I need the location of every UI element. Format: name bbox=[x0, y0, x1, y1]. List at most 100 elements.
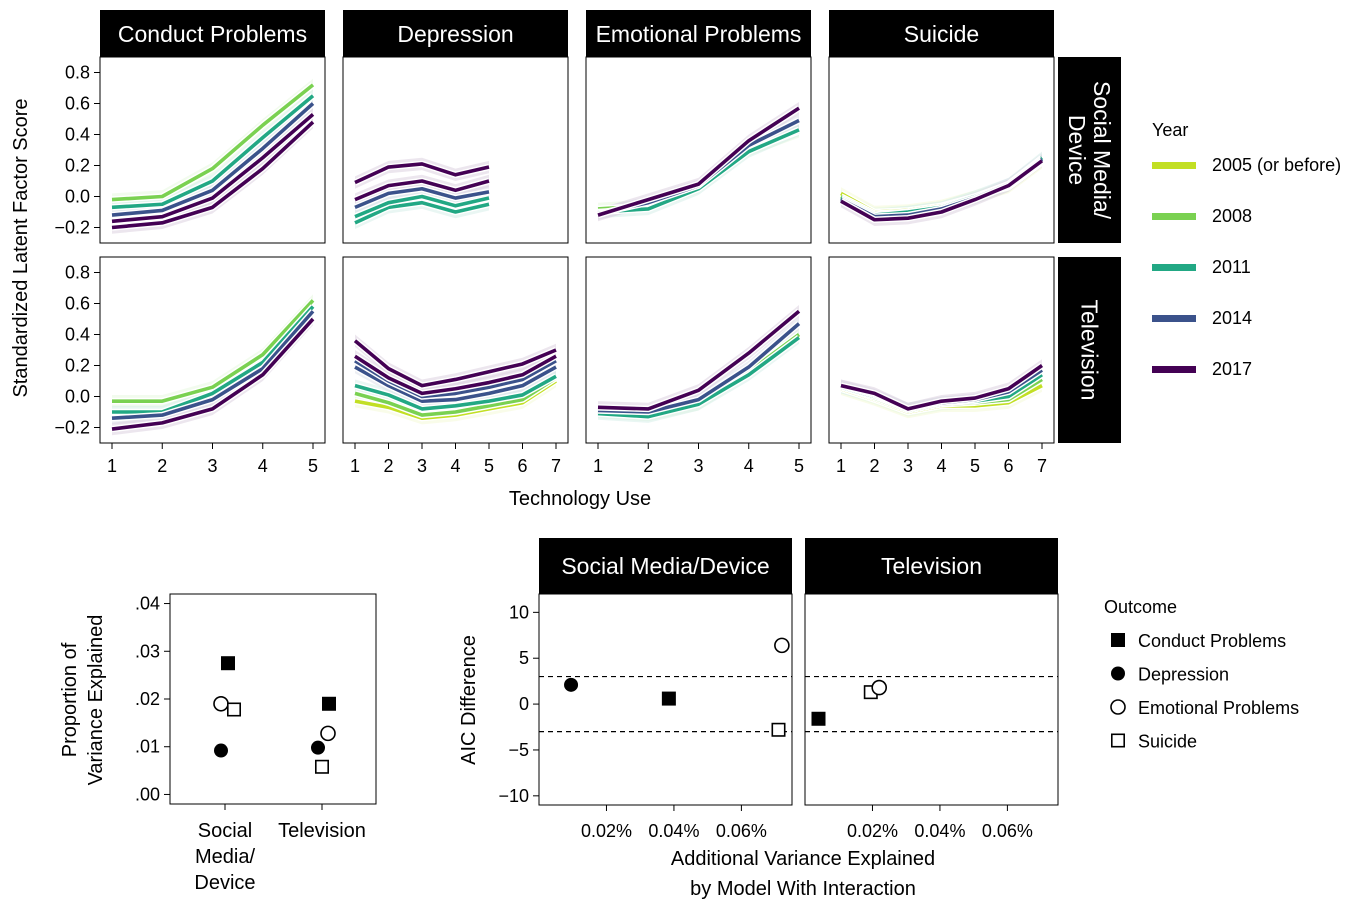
variance-y-tick-label: .04 bbox=[135, 594, 160, 614]
x-tick-label: 2 bbox=[643, 456, 653, 476]
legend-swatch-y2005 bbox=[1152, 162, 1196, 169]
y-tick-label: 0.8 bbox=[65, 63, 90, 83]
x-tick-label: 2 bbox=[157, 456, 167, 476]
legend-swatch-y2011 bbox=[1152, 264, 1196, 271]
row-strip-line: Social Media/ bbox=[1089, 81, 1115, 220]
strip-1-bg bbox=[343, 10, 568, 57]
x-tick-label: 7 bbox=[1037, 456, 1047, 476]
aic-strip-1-bg bbox=[805, 538, 1058, 594]
variance-point-2 bbox=[213, 695, 229, 712]
row-strip-1-bg bbox=[1058, 257, 1121, 443]
panel-0-1-series bbox=[353, 157, 490, 230]
aic-x-axis-title-line: by Model With Interaction bbox=[690, 878, 916, 900]
y-tick-label: −0.2 bbox=[54, 418, 90, 438]
variance-point-5 bbox=[311, 740, 325, 755]
x-tick-label: 3 bbox=[417, 456, 427, 476]
legend-title-outcome: Outcome bbox=[1104, 597, 1177, 617]
variance-y-tick-label: .00 bbox=[135, 784, 160, 804]
x-tick-label: 3 bbox=[903, 456, 913, 476]
legend-swatch-y2008 bbox=[1152, 213, 1196, 220]
x-tick-label: 5 bbox=[970, 456, 980, 476]
aic-x-tick-label: 0.06% bbox=[716, 821, 767, 841]
variance-category-label-line: Television bbox=[278, 820, 366, 842]
strip-label-3: Suicide bbox=[904, 21, 979, 47]
panel-1-1-series bbox=[352, 334, 558, 425]
series-line-y2017 bbox=[111, 112, 315, 224]
variance-panel-frame bbox=[169, 593, 377, 805]
panel-1-3-frame bbox=[828, 256, 1055, 444]
outcome-legend-label-0: Conduct Problems bbox=[1138, 631, 1286, 651]
x-tick-label: 1 bbox=[350, 456, 360, 476]
variance-point-0 bbox=[221, 656, 235, 671]
series-line-y2017 bbox=[840, 364, 1044, 411]
x-tick-label: 4 bbox=[936, 456, 946, 476]
series-line-y2011 bbox=[354, 374, 557, 411]
x-tick-label: 1 bbox=[593, 456, 603, 476]
aic-y-tick-label: 0 bbox=[519, 694, 529, 714]
aic-y-tick-label: 5 bbox=[519, 648, 529, 668]
aic-y-tick-label: −5 bbox=[508, 740, 529, 760]
panel-1-0-series bbox=[111, 294, 316, 436]
variance-category-label-line: Device bbox=[194, 872, 255, 894]
strip-0-bg bbox=[100, 10, 325, 57]
variance-point-6 bbox=[320, 725, 336, 742]
y-tick-label: −0.2 bbox=[54, 218, 90, 238]
aic-strip-0-bg bbox=[539, 538, 792, 594]
strip-label-0: Conduct Problems bbox=[118, 21, 307, 47]
x-tick-label: 4 bbox=[744, 456, 754, 476]
legend-label-y2011: 2011 bbox=[1212, 257, 1251, 277]
series-line-y2014 bbox=[111, 102, 315, 217]
panel-1-2-series bbox=[597, 305, 802, 423]
aic-strip-label-1: Television bbox=[881, 553, 982, 579]
variance-y-axis-title-line: Variance Explained bbox=[85, 615, 107, 786]
variance-point-7 bbox=[314, 759, 329, 774]
outcome-legend-label-1: Depression bbox=[1138, 665, 1229, 685]
variance-y-tick-label: .03 bbox=[135, 641, 160, 661]
series-line-y2011 bbox=[597, 336, 801, 419]
series-line-y2017 bbox=[111, 120, 315, 230]
aic-x-axis-title-line: Additional Variance Explained bbox=[671, 848, 935, 870]
series-line-y2011 bbox=[354, 200, 490, 225]
aic-strip-label-0: Social Media/Device bbox=[561, 553, 769, 579]
series-line-y2014 bbox=[354, 186, 490, 210]
x-tick-label: 3 bbox=[693, 456, 703, 476]
row-strip-line: Device bbox=[1064, 115, 1090, 185]
x-tick-label: 6 bbox=[1003, 456, 1013, 476]
confidence-band-y2008 bbox=[112, 78, 313, 206]
x-tick-label: 2 bbox=[869, 456, 879, 476]
legend-title-year: Year bbox=[1152, 120, 1188, 140]
outcome-legend-marker-1 bbox=[1111, 666, 1125, 681]
y-tick-label: 0.6 bbox=[65, 294, 90, 314]
series-line-y2017 bbox=[840, 159, 1044, 222]
variance-y-tick-label: .02 bbox=[135, 689, 160, 709]
aic-x-axis-title: Additional Variance Explained by Model Wi… bbox=[671, 848, 935, 900]
row-strip-0-bg bbox=[1058, 57, 1121, 243]
variance-category-label-line: Social bbox=[198, 820, 252, 842]
variance-category-label: Social Media/Device bbox=[194, 820, 255, 894]
y-tick-label: 0.8 bbox=[65, 263, 90, 283]
panel-0-0-series bbox=[111, 78, 316, 234]
x-tick-label: 4 bbox=[450, 456, 460, 476]
series-line-y2014 bbox=[111, 310, 315, 420]
series-line-y2008 bbox=[354, 376, 557, 417]
variance-point-3 bbox=[227, 702, 242, 717]
x-tick-label: 5 bbox=[308, 456, 318, 476]
legend-label-y2014: 2014 bbox=[1212, 308, 1252, 328]
aic-x-tick-label: 0.04% bbox=[648, 821, 699, 841]
variance-y-axis-title-line: Proportion of bbox=[59, 642, 81, 757]
variance-category-label: Television bbox=[278, 820, 366, 842]
legend-swatch-y2017 bbox=[1152, 366, 1196, 373]
x-tick-label: 1 bbox=[836, 456, 846, 476]
outcome-legend-marker-3 bbox=[1111, 733, 1126, 748]
series-line-y2017 bbox=[111, 317, 315, 431]
series-line-y2011 bbox=[354, 194, 490, 219]
series-line-y2017 bbox=[354, 162, 490, 185]
series-line-y2017 bbox=[354, 354, 557, 396]
x-tick-label: 4 bbox=[258, 456, 268, 476]
strip-label-1: Depression bbox=[397, 21, 513, 47]
outcome-legend-marker-0 bbox=[1111, 633, 1125, 647]
series-line-y2011 bbox=[112, 305, 315, 414]
row-strip-line: Television bbox=[1077, 300, 1103, 401]
outcome-legend-label-3: Suicide bbox=[1138, 732, 1197, 752]
aic-x-tick-label: 0.02% bbox=[847, 821, 898, 841]
